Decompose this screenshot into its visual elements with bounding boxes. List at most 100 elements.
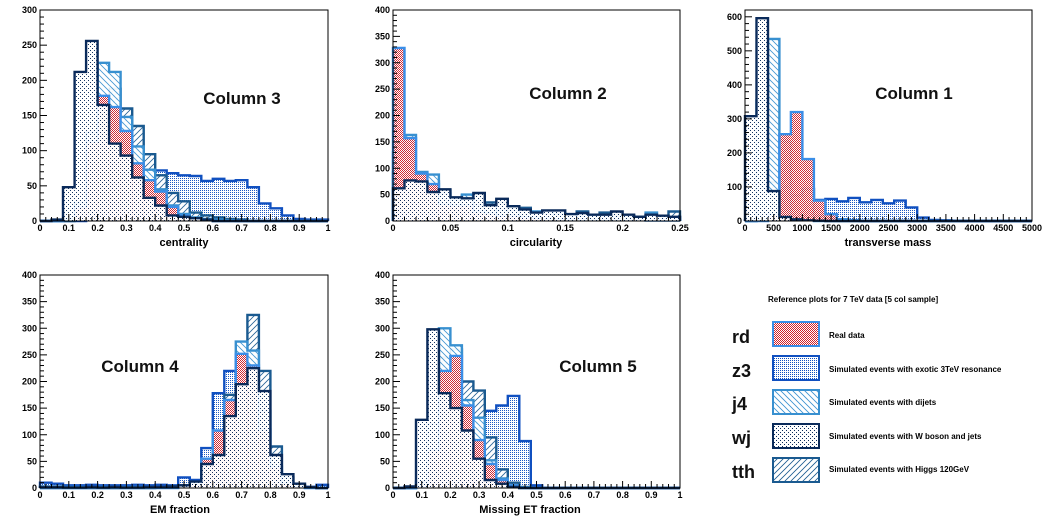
- histogram-series-wj: [38, 367, 328, 490]
- histogram-series-rd: [40, 352, 328, 490]
- histogram-bin: [224, 416, 236, 488]
- x-axis-label: EM fraction: [150, 504, 210, 516]
- x-tick-label: 0.7: [235, 490, 248, 500]
- histogram-outline-wj: [391, 179, 682, 221]
- x-tick-label: 0.9: [645, 490, 658, 500]
- histogram-bin: [657, 215, 669, 221]
- y-tick-label: 300: [22, 5, 37, 15]
- legend-entry-wj: wj Simulated events with W boson and jet…: [731, 423, 982, 449]
- x-tick-label: 0.9: [293, 490, 306, 500]
- histogram-bin: [178, 201, 190, 221]
- x-tick-label: 0.5: [178, 223, 191, 233]
- histogram-bin: [565, 214, 577, 221]
- histogram-series-wj: [393, 328, 680, 490]
- y-tick-label: 50: [27, 181, 37, 191]
- histogram-bin: [790, 112, 803, 221]
- y-tick-label: 50: [380, 456, 390, 466]
- legend-title: Reference plots for 7 TeV data [5 col sa…: [768, 295, 938, 304]
- y-tick-label: 400: [727, 80, 742, 90]
- plot-title: Column 5: [559, 357, 636, 376]
- x-tick-label: 0.3: [473, 490, 486, 500]
- histogram-bin: [427, 192, 439, 221]
- histogram-bin: [235, 180, 248, 221]
- histogram-bin: [622, 214, 635, 221]
- histogram-bin: [155, 205, 167, 221]
- x-tick-label: 0.2: [91, 223, 104, 233]
- histogram-bin: [802, 159, 814, 221]
- histogram-bin: [438, 393, 451, 488]
- histogram-bin: [473, 193, 485, 221]
- x-tick-label: 2000: [850, 223, 870, 233]
- histogram-bin: [201, 180, 213, 221]
- histogram-bin: [473, 458, 485, 488]
- x-tick-label: 0.4: [502, 490, 515, 500]
- x-tick-label: 1500: [821, 223, 841, 233]
- legend-entry-rd: rd Real data: [732, 321, 865, 347]
- histogram-bin: [848, 197, 860, 221]
- histogram-plot-col3: 0 50 100 150 200 250 300 0 0.1 0.2 0.3 0.4 0.5 0.6 0.7…: [22, 5, 331, 249]
- histogram-bin: [166, 206, 179, 221]
- histogram-bin: [496, 405, 508, 488]
- plot-title: Column 1: [875, 84, 952, 103]
- x-tick-label: 0: [37, 490, 42, 500]
- x-tick-label: 0.1: [502, 223, 515, 233]
- y-tick-label: 0: [737, 216, 742, 226]
- x-tick-label: 0.2: [91, 490, 104, 500]
- histogram-bin: [894, 200, 906, 221]
- histogram-bin: [427, 329, 439, 488]
- histogram-bin: [836, 201, 849, 221]
- y-tick-label: 150: [375, 403, 390, 413]
- y-tick-label: 50: [380, 190, 390, 200]
- x-tick-label: 0.1: [415, 490, 428, 500]
- histogram-bin: [519, 441, 531, 488]
- histogram-bin: [189, 176, 202, 221]
- x-tick-label: 4500: [993, 223, 1013, 233]
- x-tick-label: 0.5: [530, 490, 543, 500]
- histogram-bin: [553, 210, 566, 221]
- y-tick-label: 100: [22, 146, 37, 156]
- x-tick-label: 1: [677, 490, 682, 500]
- histogram-bin: [461, 430, 474, 488]
- y-tick-label: 250: [22, 350, 37, 360]
- histogram-bin: [768, 38, 780, 222]
- x-tick-label: 0.6: [559, 490, 572, 500]
- histogram-bin: [224, 180, 236, 221]
- histogram-bin: [756, 18, 768, 222]
- y-tick-label: 150: [22, 111, 37, 121]
- y-tick-label: 250: [375, 350, 390, 360]
- histogram-bin: [120, 155, 133, 221]
- histogram-bin: [97, 104, 110, 221]
- histogram-bin: [668, 216, 680, 221]
- x-tick-label: 0.4: [149, 223, 162, 233]
- x-tick-label: 0.8: [616, 490, 629, 500]
- histogram-bin: [576, 213, 589, 221]
- y-tick-label: 100: [22, 430, 37, 440]
- histogram-series-j4: [38, 340, 328, 490]
- x-tick-label: 0.8: [264, 490, 277, 500]
- x-tick-label: 0: [390, 223, 395, 233]
- plot-title: Column 3: [203, 89, 280, 108]
- histogram-bin: [542, 210, 554, 221]
- histogram-plot-col1: 0 100 200 300 400 500 600 0 500 1000 1500 2000 2500 3…: [727, 9, 1042, 249]
- legend-entry-z3: z3 Simulated events with exotic 3TeV res…: [732, 355, 1002, 381]
- y-tick-label: 350: [375, 297, 390, 307]
- x-tick-label: 0: [390, 490, 395, 500]
- legend-code: tth: [732, 462, 755, 482]
- legend-code: wj: [731, 428, 751, 448]
- legend-swatch-rd: [772, 321, 820, 347]
- x-tick-label: 1: [325, 490, 330, 500]
- histogram-bin: [484, 205, 497, 221]
- histogram-bin: [212, 178, 225, 221]
- histogram-bin: [507, 395, 520, 488]
- histogram-bin: [270, 208, 282, 221]
- histogram-layer: [743, 17, 1032, 223]
- histogram-bin: [416, 419, 428, 488]
- histogram-bin: [393, 188, 405, 221]
- legend-label: Real data: [829, 331, 865, 340]
- histogram-bin: [247, 187, 259, 221]
- histogram-outline-rd: [40, 352, 328, 490]
- legend-label: Simulated events with dijets: [829, 398, 937, 407]
- x-tick-label: 0.3: [120, 223, 133, 233]
- histogram-bin: [212, 455, 225, 488]
- histogram-bin: [461, 198, 474, 221]
